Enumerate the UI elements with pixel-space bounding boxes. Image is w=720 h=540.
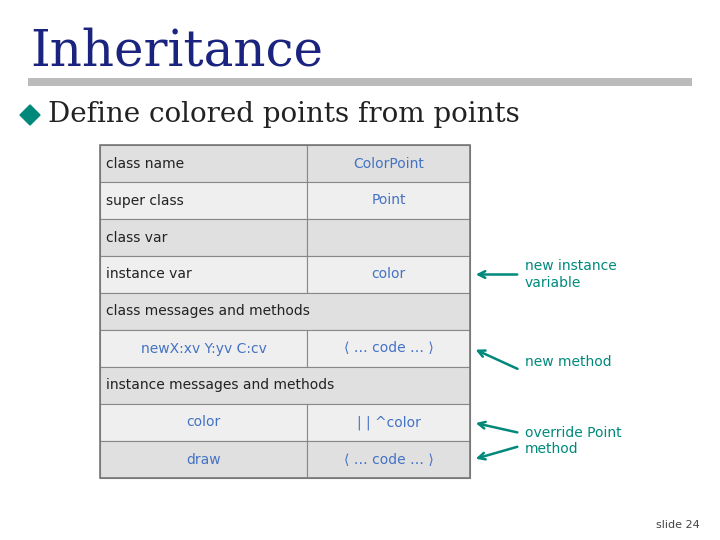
FancyBboxPatch shape [28, 78, 692, 86]
Text: Point: Point [372, 193, 406, 207]
Text: ColorPoint: ColorPoint [354, 157, 424, 171]
Bar [307, 256, 470, 293]
Bar [307, 404, 470, 441]
Text: ⟨ … code … ⟩: ⟨ … code … ⟩ [343, 341, 433, 355]
Bar [100, 404, 307, 441]
Text: override Point
method: override Point method [525, 426, 621, 456]
Bar [100, 256, 307, 293]
Bar [307, 330, 470, 367]
Bar [100, 145, 307, 182]
Bar [100, 367, 470, 404]
Text: new instance
variable: new instance variable [525, 259, 617, 289]
Text: class messages and methods: class messages and methods [106, 305, 310, 319]
Bar [307, 182, 470, 219]
Text: | | ^color: | | ^color [356, 415, 420, 430]
Text: instance messages and methods: instance messages and methods [106, 379, 334, 393]
Text: newX:xv Y:yv C:cv: newX:xv Y:yv C:cv [140, 341, 266, 355]
Text: super class: super class [106, 193, 184, 207]
Bar [100, 330, 307, 367]
Text: instance var: instance var [106, 267, 192, 281]
Text: draw: draw [186, 453, 221, 467]
Text: color: color [186, 415, 221, 429]
Bar [100, 145, 470, 478]
Text: class var: class var [106, 231, 167, 245]
Text: new method: new method [525, 355, 611, 369]
Text: Inheritance: Inheritance [30, 28, 323, 77]
Text: class name: class name [106, 157, 184, 171]
Bar [307, 145, 470, 182]
Bar [100, 219, 307, 256]
Bar [307, 219, 470, 256]
Text: slide 24: slide 24 [656, 520, 700, 530]
Text: color: color [372, 267, 406, 281]
Text: Define colored points from points: Define colored points from points [48, 102, 520, 129]
Bar [100, 182, 307, 219]
Bar [100, 293, 470, 330]
Bar [307, 441, 470, 478]
Polygon shape [20, 105, 40, 125]
Text: ⟨ … code … ⟩: ⟨ … code … ⟩ [343, 453, 433, 467]
Bar [100, 441, 307, 478]
